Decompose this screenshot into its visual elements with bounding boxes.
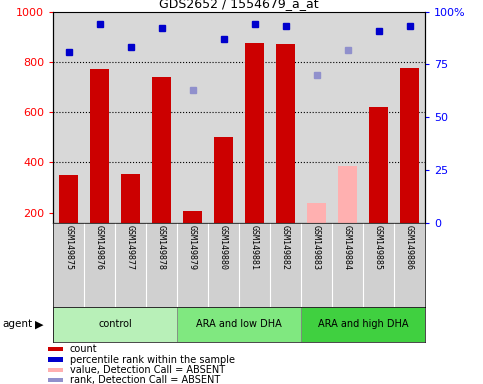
Bar xyxy=(53,307,177,342)
Bar xyxy=(90,70,109,223)
Text: value, Detection Call = ABSENT: value, Detection Call = ABSENT xyxy=(70,365,225,375)
Bar xyxy=(276,44,295,223)
Text: GSM149877: GSM149877 xyxy=(126,225,135,270)
Title: GDS2652 / 1554679_a_at: GDS2652 / 1554679_a_at xyxy=(159,0,319,10)
Text: GSM149883: GSM149883 xyxy=(312,225,321,270)
Bar xyxy=(121,174,140,223)
Text: count: count xyxy=(70,344,98,354)
Bar xyxy=(184,212,202,223)
Text: GSM149881: GSM149881 xyxy=(250,225,259,270)
Bar xyxy=(48,347,63,351)
Text: ARA and low DHA: ARA and low DHA xyxy=(196,319,282,329)
Bar xyxy=(214,137,233,223)
Bar xyxy=(245,43,264,223)
Text: control: control xyxy=(98,319,132,329)
Text: ARA and high DHA: ARA and high DHA xyxy=(318,319,408,329)
Bar xyxy=(48,378,63,382)
Text: GSM149885: GSM149885 xyxy=(374,225,383,270)
Text: GSM149879: GSM149879 xyxy=(188,225,197,270)
Text: GSM149880: GSM149880 xyxy=(219,225,228,270)
Bar xyxy=(400,68,419,223)
Bar xyxy=(338,166,357,223)
Bar xyxy=(48,358,63,362)
Text: GSM149875: GSM149875 xyxy=(64,225,73,270)
Bar xyxy=(59,175,78,223)
Text: GSM149886: GSM149886 xyxy=(405,225,414,270)
Text: GSM149876: GSM149876 xyxy=(95,225,104,270)
Text: rank, Detection Call = ABSENT: rank, Detection Call = ABSENT xyxy=(70,375,220,384)
Bar xyxy=(152,77,171,223)
Text: GSM149882: GSM149882 xyxy=(281,225,290,270)
Text: GSM149878: GSM149878 xyxy=(157,225,166,270)
Text: agent: agent xyxy=(2,319,32,329)
Bar xyxy=(369,107,388,223)
Text: GSM149884: GSM149884 xyxy=(343,225,352,270)
Bar xyxy=(301,307,425,342)
Text: percentile rank within the sample: percentile rank within the sample xyxy=(70,354,235,364)
Bar xyxy=(48,367,63,372)
Bar xyxy=(307,203,326,223)
Bar xyxy=(177,307,301,342)
Text: ▶: ▶ xyxy=(35,319,43,329)
